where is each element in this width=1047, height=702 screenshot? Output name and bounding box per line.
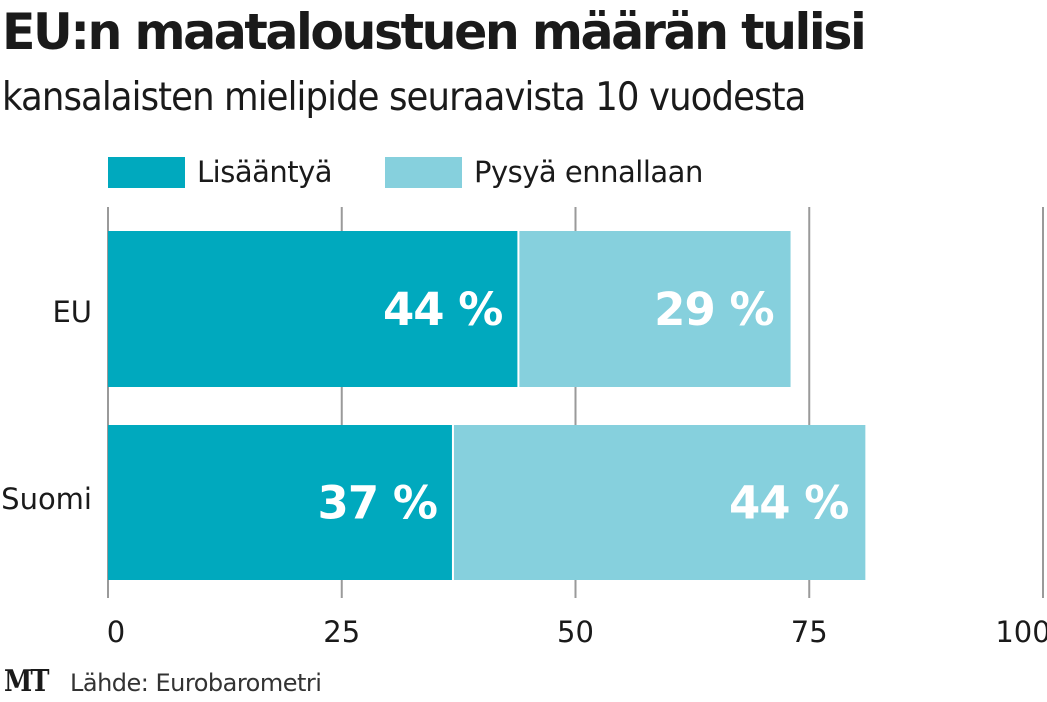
data-label: 44 % [729,477,848,530]
chart-subtitle: kansalaisten mielipide seuraavista 10 vu… [2,75,806,120]
bar-lisääntyä-eu [108,231,518,387]
mt-logo: MT [4,664,50,699]
bar-pysyä-ennallaan-suomi [453,425,866,580]
x-tick-label: 50 [557,615,594,649]
x-tick-label: 0 [107,615,125,649]
x-tick-label: 100 [995,615,1047,649]
source-note: Lähde: Eurobarometri [70,669,322,697]
legend-item-lisaantya: Lisääntyä [108,155,333,189]
legend-label-pysya-ennallaan: Pysyä ennallaan [474,155,703,189]
bar-pysyä-ennallaan-eu [519,231,791,387]
bar-lisääntyä-suomi [108,425,452,580]
legend-swatch-pysya-ennallaan [385,156,462,188]
bar-chart: 0 25 50 75 100 EU 44 % 29 % Suomi 37 % 44 % [1,207,1047,649]
data-label: 29 % [654,283,773,336]
legend-item-pysya-ennallaan: Pysyä ennallaan [385,155,703,189]
data-label: 44 % [383,283,502,336]
category-label: Suomi [1,482,92,516]
category-label: EU [52,295,92,329]
legend-swatch-lisaantya [108,156,185,188]
data-label: 37 % [318,477,437,530]
x-tick-label: 25 [323,615,360,649]
chart-title: EU:n maataloustuen määrän tulisi [2,3,867,61]
footer: MT Lähde: Eurobarometri [4,664,322,699]
legend-label-lisaantya: Lisääntyä [197,155,333,189]
x-tick-label: 75 [791,615,828,649]
